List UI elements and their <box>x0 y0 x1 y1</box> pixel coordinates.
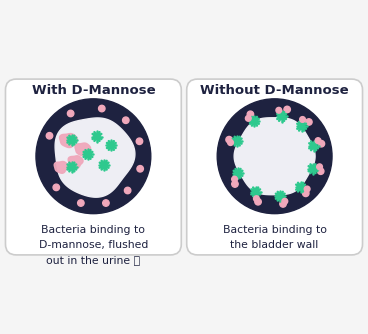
FancyBboxPatch shape <box>6 79 181 255</box>
Circle shape <box>280 201 286 207</box>
Circle shape <box>254 196 259 201</box>
Circle shape <box>245 116 251 121</box>
Circle shape <box>255 198 261 205</box>
Circle shape <box>217 99 332 214</box>
Polygon shape <box>234 118 315 195</box>
Polygon shape <box>68 156 83 168</box>
FancyBboxPatch shape <box>187 79 362 255</box>
Circle shape <box>103 200 109 206</box>
Circle shape <box>136 138 143 145</box>
Circle shape <box>306 119 312 125</box>
Polygon shape <box>60 134 77 148</box>
Polygon shape <box>75 143 91 156</box>
Circle shape <box>36 99 151 214</box>
Circle shape <box>284 106 290 113</box>
Circle shape <box>232 176 237 182</box>
Circle shape <box>46 133 53 139</box>
Circle shape <box>247 111 254 118</box>
Circle shape <box>53 184 60 191</box>
Circle shape <box>304 186 310 192</box>
Circle shape <box>282 198 288 204</box>
Text: Bacteria binding to
D-mannose, flushed
out in the urine 🥻: Bacteria binding to D-mannose, flushed o… <box>39 225 148 265</box>
Text: With D-Mannose: With D-Mannose <box>32 84 155 97</box>
Circle shape <box>315 138 321 144</box>
Circle shape <box>137 166 144 172</box>
Circle shape <box>228 140 233 145</box>
Text: Bacteria binding to
the bladder wall: Bacteria binding to the bladder wall <box>223 225 327 250</box>
Circle shape <box>276 108 282 113</box>
Circle shape <box>124 187 131 194</box>
Polygon shape <box>54 162 68 173</box>
Circle shape <box>123 117 129 124</box>
Circle shape <box>67 110 74 117</box>
Circle shape <box>226 137 232 143</box>
Circle shape <box>78 200 84 206</box>
Circle shape <box>300 117 305 122</box>
Circle shape <box>318 168 324 174</box>
Circle shape <box>232 181 238 187</box>
Circle shape <box>317 164 322 170</box>
Circle shape <box>99 105 105 112</box>
Text: Without D-Mannose: Without D-Mannose <box>200 84 349 97</box>
Circle shape <box>302 190 309 197</box>
Polygon shape <box>55 118 135 197</box>
Circle shape <box>318 141 325 147</box>
